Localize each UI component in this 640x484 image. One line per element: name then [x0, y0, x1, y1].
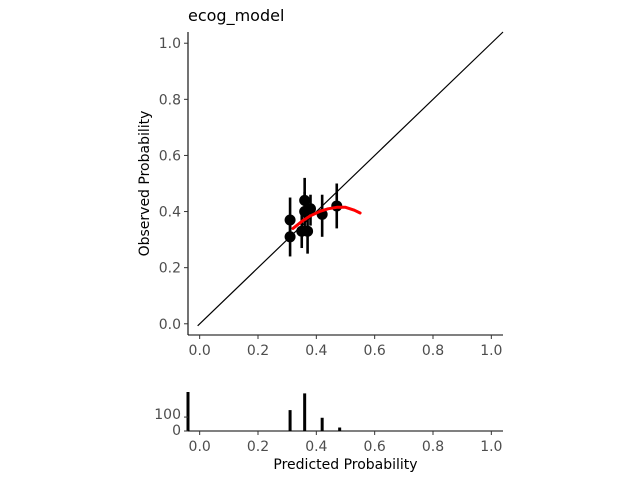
x-tick-label: 0.2	[247, 343, 269, 359]
y-tick-label: 0.0	[159, 317, 181, 333]
x-tick-label: 0.4	[305, 343, 327, 359]
data-point	[302, 225, 314, 237]
histogram-x-tick-label: 0.2	[247, 439, 269, 455]
data-point	[284, 231, 296, 243]
histogram-y-tick-label: 100	[154, 407, 181, 423]
histogram-bar	[288, 410, 292, 431]
x-tick-label: 0.8	[422, 343, 444, 359]
histogram-x-tick-label: 0.0	[189, 439, 211, 455]
y-tick-label: 0.6	[159, 148, 181, 164]
histogram-x-tick-label: 1.0	[480, 439, 502, 455]
data-point	[284, 214, 296, 226]
x-tick-label: 0.6	[364, 343, 386, 359]
y-tick-label: 0.8	[159, 92, 181, 108]
histogram-bar	[338, 427, 342, 431]
chart-title: ecog_model	[188, 6, 284, 26]
calibration-panel: ecog_model 0.0 0.2 0.4 0.6 0.8 1.0 0.0 0.2 0.4 0.6…	[137, 6, 504, 359]
data-point	[299, 194, 311, 206]
x-axis-title: Predicted Probability	[273, 457, 417, 473]
histogram-bar	[303, 393, 307, 431]
smoothed-calibration-curve	[291, 205, 362, 230]
y-tick-label: 1.0	[159, 36, 181, 52]
histogram-x-tick-label: 0.8	[422, 439, 444, 455]
histogram-y-tick-label: 0	[172, 423, 181, 439]
x-tick-label: 0.0	[189, 343, 211, 359]
y-tick-label: 0.4	[159, 205, 181, 221]
reference-diagonal-line	[197, 31, 504, 327]
x-tick-label: 1.0	[480, 343, 502, 359]
y-axis-title: Observed Probability	[137, 111, 153, 257]
histogram-bar	[320, 417, 324, 431]
histogram-x-tick-label: 0.6	[364, 439, 386, 455]
histogram-x-tick-label: 0.4	[305, 439, 327, 455]
y-tick-label: 0.2	[159, 261, 181, 277]
data-point	[305, 203, 316, 215]
